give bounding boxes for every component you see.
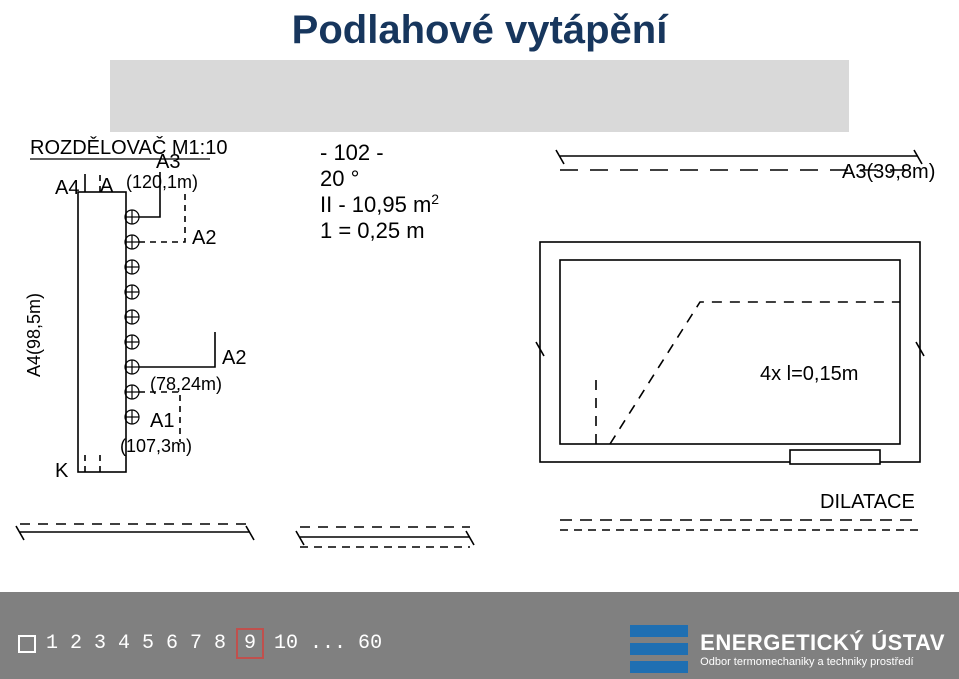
label-A3: A3 — [156, 151, 180, 173]
page-current: 9 — [236, 628, 264, 659]
technical-diagram: ROZDĚLOVAČ M1:10 — [0, 132, 959, 592]
pages-after: 10 ... 60 — [274, 632, 382, 655]
svg-text:II - 10,95 m2: II - 10,95 m2 — [320, 191, 439, 217]
label-zone: 4x l=0,15m — [760, 363, 858, 385]
page-indicator: 1 2 3 4 5 6 7 8 9 10 ... 60 — [18, 628, 382, 659]
title-underline — [110, 60, 849, 132]
label-A3-len: (120,1m) — [126, 172, 198, 192]
footer-band: 1 2 3 4 5 6 7 8 9 10 ... 60 ENERGETICKÝ … — [0, 592, 959, 679]
page-title: Podlahové vytápění — [0, 0, 959, 61]
logo-line1: ENERGETICKÝ ÚSTAV — [700, 630, 945, 656]
label-A3-right: A3(39,8m) — [842, 161, 935, 183]
label-A2-top: A2 — [192, 227, 216, 249]
svg-text:- 102 -: - 102 - — [320, 140, 384, 165]
title-text: Podlahové vytápění — [292, 0, 668, 61]
square-icon — [18, 635, 36, 653]
label-K: K — [55, 460, 69, 482]
floorplan-box — [536, 242, 924, 464]
svg-text:1 = 0,25 m: 1 = 0,25 m — [320, 218, 425, 243]
slide-root: Podlahové vytápění ROZDĚLOVAČ M1:10 — [0, 0, 959, 679]
logo-line2: Odbor termomechaniky a techniky prostřed… — [700, 656, 945, 668]
label-A1-len: (107,3m) — [120, 436, 192, 456]
institute-logo: ENERGETICKÝ ÚSTAV Odbor termomechaniky a… — [630, 625, 945, 673]
manifold-ports — [125, 210, 139, 424]
logo-bars-icon — [630, 625, 688, 673]
center-text-block: - 102 - 20 ° II - 10,95 m2 1 = 0,25 m — [320, 140, 439, 243]
pages-before: 1 2 3 4 5 6 7 8 — [46, 632, 226, 655]
svg-text:20 °: 20 ° — [320, 166, 359, 191]
label-A1: A1 — [150, 410, 174, 432]
label-A2-bot: A2 — [222, 347, 246, 369]
label-dilatace: DILATACE — [820, 491, 915, 513]
label-A4: A4 — [55, 177, 79, 199]
label-A2-len: (78,24m) — [150, 374, 222, 394]
label-A: A — [100, 175, 114, 197]
label-A4-side: A4(98,5m) — [24, 293, 44, 377]
manifold-heading: ROZDĚLOVAČ M1:10 — [30, 136, 227, 159]
